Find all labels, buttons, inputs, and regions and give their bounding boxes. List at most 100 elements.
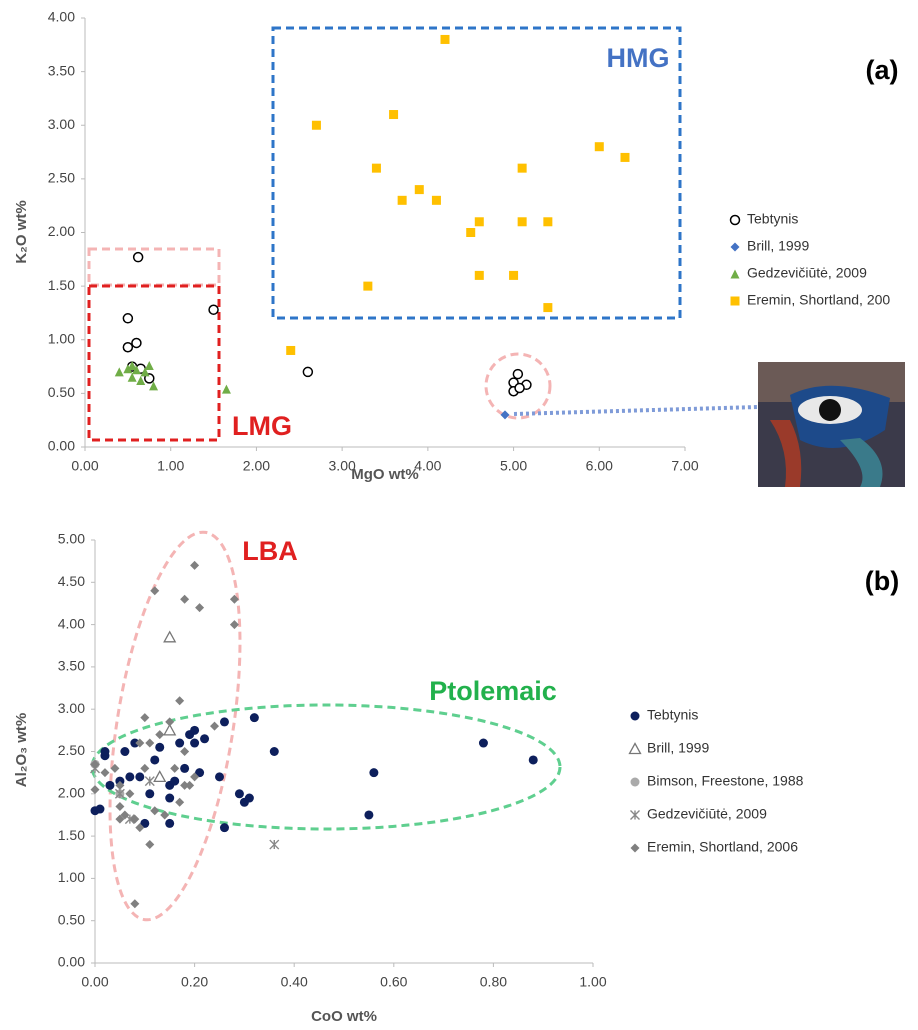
- legend-label: Brill, 1999: [647, 740, 709, 756]
- point: [170, 764, 179, 773]
- pointer-line: [514, 407, 758, 414]
- point: [140, 764, 149, 773]
- legend-marker: [630, 744, 641, 754]
- point: [180, 764, 189, 773]
- point: [286, 346, 295, 355]
- legend-marker: [631, 712, 640, 721]
- y-tick-label: 1.50: [48, 277, 75, 293]
- point: [145, 739, 154, 748]
- point: [250, 713, 259, 722]
- y-tick-label: 4.00: [48, 9, 75, 25]
- point: [398, 196, 407, 205]
- point: [432, 196, 441, 205]
- point: [195, 603, 204, 612]
- legend-marker: [731, 243, 740, 252]
- point: [91, 785, 100, 794]
- point: [100, 747, 109, 756]
- point: [165, 819, 174, 828]
- legend-marker: [731, 216, 740, 225]
- x-tick-label: 0.40: [281, 974, 308, 990]
- lba-ellipse: [87, 523, 263, 928]
- point: [175, 798, 184, 807]
- point: [415, 185, 424, 194]
- point: [270, 840, 279, 849]
- point: [120, 747, 129, 756]
- y-tick-label: 0.50: [58, 911, 85, 927]
- x-axis-title: MgO wt%: [351, 466, 419, 483]
- annotation: Ptolemaic: [429, 676, 557, 706]
- point: [140, 713, 149, 722]
- point: [509, 271, 518, 280]
- x-axis-title: CoO wt%: [311, 1008, 377, 1025]
- point: [312, 121, 321, 130]
- point: [364, 810, 373, 819]
- y-tick-label: 3.50: [48, 62, 75, 78]
- ptolemaic-ellipse: [92, 705, 560, 829]
- point: [220, 717, 229, 726]
- point: [145, 361, 154, 370]
- point: [245, 794, 254, 803]
- point: [95, 805, 104, 814]
- eye-image: [758, 362, 905, 487]
- annotation: LBA: [242, 536, 298, 566]
- x-tick-label: 0.20: [181, 974, 208, 990]
- point: [215, 772, 224, 781]
- point: [529, 755, 538, 764]
- point: [479, 739, 488, 748]
- point: [150, 586, 159, 595]
- point: [135, 772, 144, 781]
- point: [150, 806, 159, 815]
- legend-label: Eremin, Shortland, 2006: [647, 839, 798, 855]
- y-tick-label: 3.50: [58, 658, 85, 674]
- point: [105, 781, 114, 790]
- point: [190, 561, 199, 570]
- point: [518, 217, 527, 226]
- y-tick-label: 2.50: [48, 170, 75, 186]
- y-tick-label: 2.00: [48, 223, 75, 239]
- point: [123, 314, 132, 323]
- point: [145, 777, 154, 786]
- legend-marker: [631, 778, 640, 787]
- point: [100, 768, 109, 777]
- y-tick-label: 2.00: [58, 785, 85, 801]
- legend-label: Eremin, Shortland, 200: [747, 292, 890, 308]
- point: [230, 620, 239, 629]
- point: [475, 271, 484, 280]
- y-axis-title: K₂O wt%: [13, 200, 30, 263]
- point: [145, 789, 154, 798]
- y-tick-label: 1.50: [58, 827, 85, 843]
- point: [180, 595, 189, 604]
- point: [164, 632, 175, 642]
- point: [363, 282, 372, 291]
- point: [154, 771, 165, 781]
- y-tick-label: 4.50: [58, 573, 85, 589]
- point: [175, 696, 184, 705]
- point: [123, 343, 132, 352]
- legend-marker: [731, 297, 740, 306]
- point: [180, 781, 189, 790]
- legend-label: Gedzevičiūtė, 2009: [747, 265, 867, 281]
- point: [389, 110, 398, 119]
- point: [303, 367, 312, 376]
- x-tick-label: 0.00: [81, 974, 108, 990]
- point: [235, 789, 244, 798]
- point: [270, 747, 279, 756]
- annotation: LMG: [232, 411, 292, 441]
- point: [441, 35, 450, 44]
- point: [220, 823, 229, 832]
- x-tick-label: 7.00: [671, 458, 698, 474]
- legend-label: Tebtynis: [647, 707, 698, 723]
- legend-marker: [631, 811, 640, 820]
- legend-label: Brill, 1999: [747, 238, 809, 254]
- point: [190, 726, 199, 735]
- point: [155, 730, 164, 739]
- point: [200, 734, 209, 743]
- x-tick-label: 5.00: [500, 458, 527, 474]
- point: [543, 303, 552, 312]
- point: [475, 217, 484, 226]
- point: [209, 305, 218, 314]
- y-tick-label: 3.00: [58, 700, 85, 716]
- legend-marker: [731, 270, 740, 279]
- x-tick-label: 0.80: [480, 974, 507, 990]
- y-tick-label: 1.00: [58, 869, 85, 885]
